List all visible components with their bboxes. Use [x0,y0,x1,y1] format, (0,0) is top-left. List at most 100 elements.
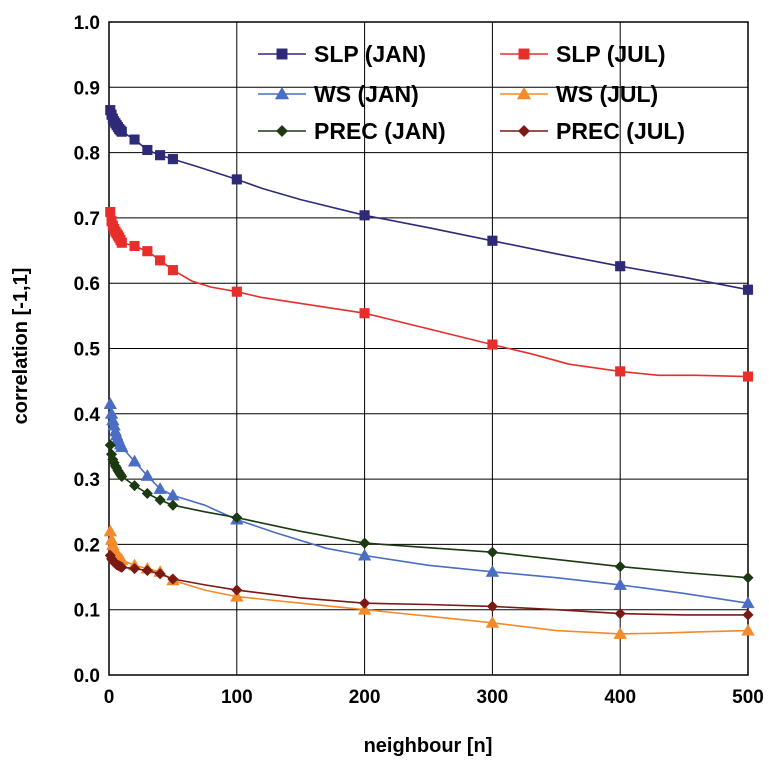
data-point-square [155,255,166,266]
data-point-triangle [153,482,167,494]
data-point-triangle [103,397,118,409]
data-point-diamond [231,511,243,524]
data-point-square [142,144,153,156]
data-point-diamond [358,537,371,549]
legend-item: PREC (JUL) [500,118,685,144]
legend: SLP (JAN) SLP (JUL) WS (JAN) WS (JUL) PREC (… [258,41,685,144]
data-point-triangle [516,86,532,100]
data-point-diamond [614,607,626,620]
plot-frame [108,21,749,676]
data-point-triangle [127,454,142,467]
data-point-diamond [486,600,499,613]
data-point-square [742,284,754,295]
x-tick-label: 500 [732,687,764,708]
legend-label: SLP (JAN) [314,41,426,67]
series-ws-jan [103,397,755,609]
x-tick-label: 100 [221,687,253,708]
x-tick-label: 300 [477,687,509,708]
data-point-square [167,265,178,276]
series-layer [103,105,755,639]
legend-item: PREC (JAN) [258,118,446,144]
data-point-square [615,261,626,272]
x-tick-label: 400 [604,687,636,708]
x-tick-label: 200 [349,687,381,708]
data-point-triangle [357,548,372,561]
legend-label: WS (JUL) [556,81,658,107]
data-point-square [116,237,127,248]
y-tick-label: 0.7 [74,209,100,230]
data-point-triangle [357,602,372,615]
axes: 0.0 0.1 0.2 0.3 0.4 0.5 0.6 0.7 0.8 0.9 1.0 0 100 200… [74,13,764,708]
data-point-diamond [128,479,141,492]
y-tick-label: 0.1 [74,601,101,622]
y-tick-label: 0.5 [74,340,101,361]
data-point-square [231,286,242,297]
data-point-diamond [275,124,289,138]
data-point-diamond [167,573,179,585]
y-tick-label: 0.4 [74,405,101,426]
data-point-diamond [116,470,128,483]
data-point-diamond [128,562,141,575]
data-point-triangle [741,623,755,636]
data-point-square [487,235,498,246]
data-point-square [129,134,140,145]
data-point-square [231,174,242,185]
data-point-diamond [486,546,499,558]
data-point-triangle [613,578,627,590]
data-point-diamond [154,568,166,580]
legend-item: WS (JAN) [258,81,419,107]
data-point-square [615,366,626,377]
data-point-square [116,126,127,137]
data-point-square [276,48,288,60]
y-tick-label: 0.0 [74,666,100,687]
data-point-square [142,246,153,257]
legend-item: SLP (JAN) [258,41,426,67]
series-prec-jan [104,439,754,584]
series-slp-jan [105,105,754,295]
data-point-diamond [742,572,754,584]
data-point-triangle [140,469,155,481]
data-point-diamond [116,561,128,573]
data-point-square [359,210,370,221]
data-point-diamond [231,584,243,596]
series-slp-jul [105,206,754,382]
legend-label: PREC (JAN) [314,118,446,144]
data-point-diamond [141,487,153,500]
y-axis-title: correlation [-1,1] [10,268,32,425]
y-tick-label: 0.3 [74,470,100,491]
y-tick-label: 0.6 [74,274,100,295]
legend-label: PREC (JUL) [556,118,685,144]
data-point-triangle [115,440,129,453]
legend-label: WS (JAN) [314,81,419,107]
data-point-diamond [154,494,166,506]
legend-label: SLP (JUL) [556,41,665,67]
data-point-square [359,308,370,319]
y-tick-label: 0.8 [74,144,100,165]
data-point-diamond [358,597,371,609]
data-point-diamond [742,609,754,621]
data-point-diamond [167,499,179,511]
y-tick-label: 1.0 [74,13,100,34]
data-point-square [487,339,498,350]
data-point-triangle [741,596,755,609]
y-tick-label: 0.9 [74,78,100,99]
y-tick-label: 0.2 [74,535,100,556]
data-point-diamond [517,124,531,138]
series-prec-jul [104,549,754,621]
x-tick-label: 0 [104,687,115,708]
legend-item: SLP (JUL) [500,41,665,67]
data-point-diamond [614,560,626,573]
data-point-square [129,240,140,252]
x-axis-title: neighbour [n] [364,735,493,757]
data-point-triangle [485,565,500,577]
data-point-triangle [230,589,244,602]
legend-item: WS (JUL) [500,81,658,107]
data-point-triangle [613,627,627,639]
data-point-square [167,154,178,165]
data-point-triangle [274,86,290,100]
data-point-square [518,48,530,60]
data-point-square [105,206,116,218]
data-point-square [155,150,166,161]
